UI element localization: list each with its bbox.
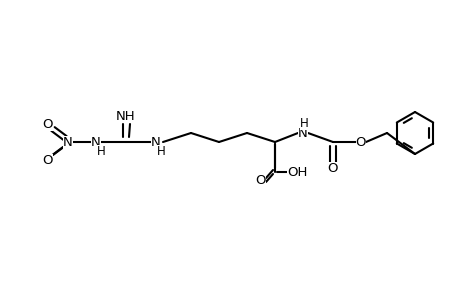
Text: NH: NH	[116, 110, 135, 122]
Text: OH: OH	[286, 166, 307, 178]
Text: O: O	[327, 161, 337, 175]
Text: N: N	[151, 136, 161, 148]
Text: O: O	[255, 173, 266, 187]
Text: N: N	[63, 136, 73, 148]
Text: H: H	[96, 145, 105, 158]
Text: O: O	[43, 154, 53, 166]
Text: N: N	[91, 136, 101, 148]
Text: O: O	[355, 136, 365, 148]
Text: H: H	[299, 116, 308, 130]
Text: O: O	[43, 118, 53, 130]
Text: H: H	[156, 145, 165, 158]
Text: N: N	[297, 127, 307, 140]
